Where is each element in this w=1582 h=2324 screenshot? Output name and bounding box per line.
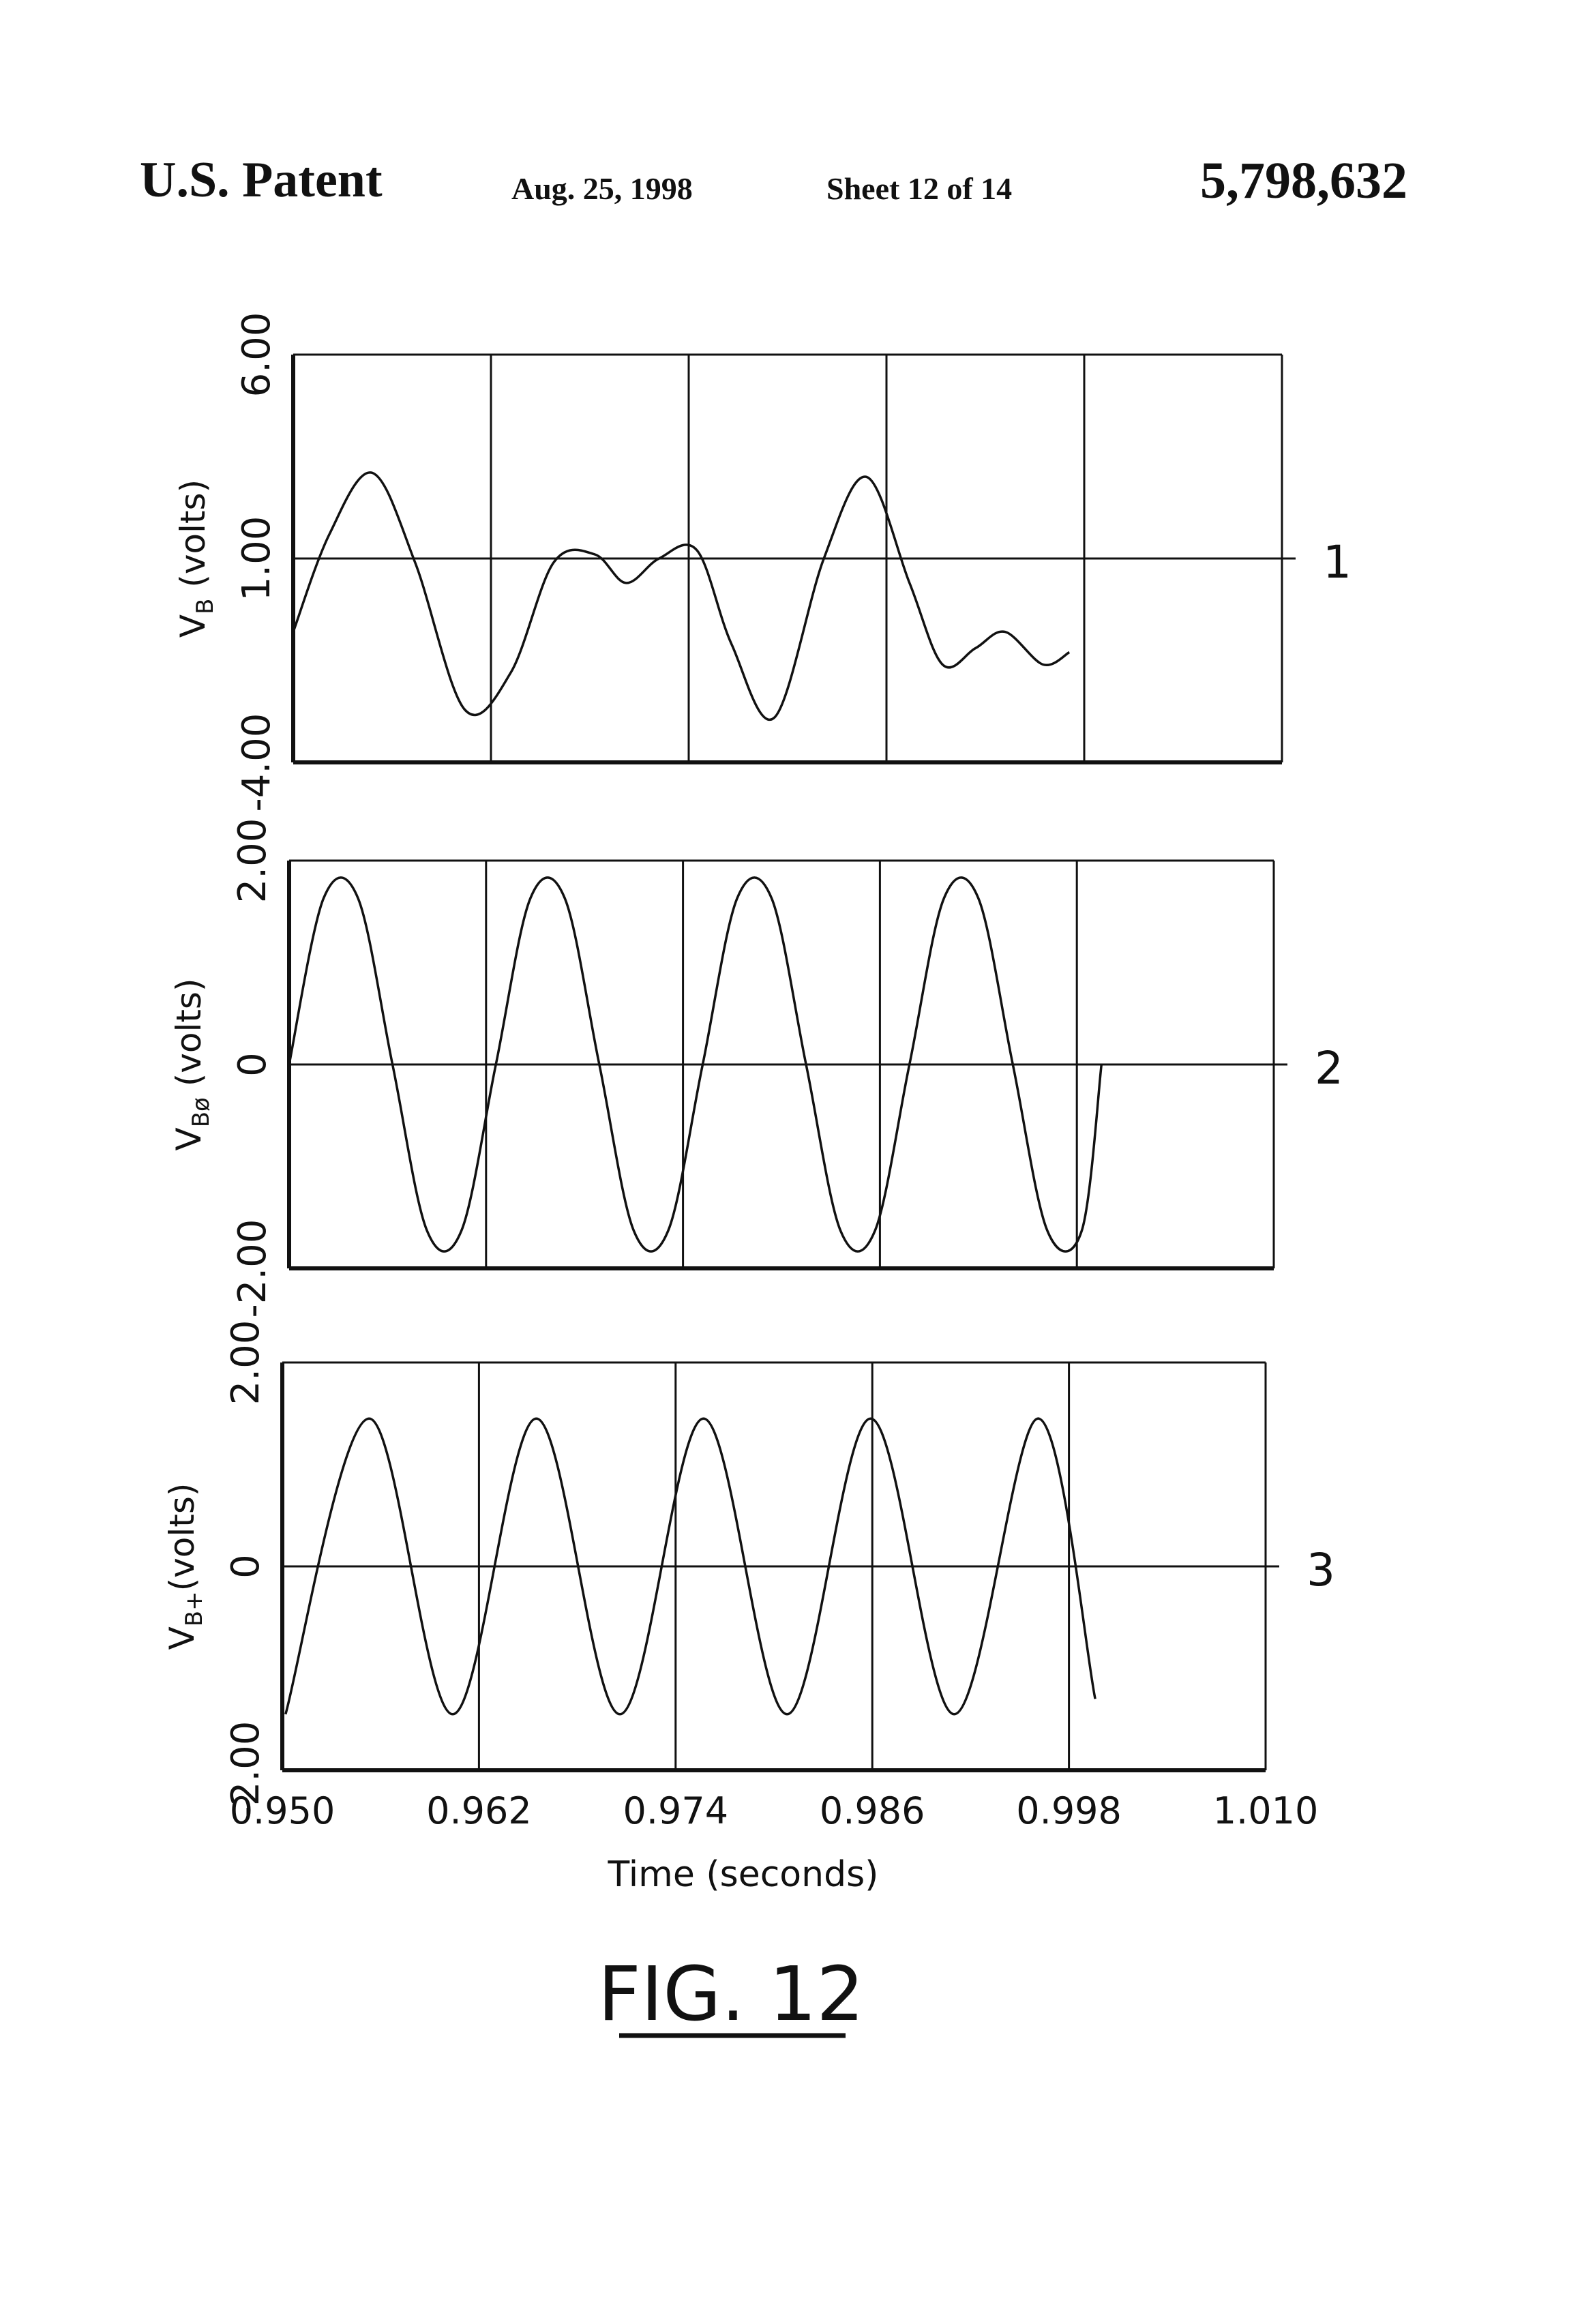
panel-number: 3 [1307,1544,1335,1596]
x-tick-label: 0.962 [426,1789,532,1832]
y-tick-label: -2.00 [230,1219,275,1318]
chart-panel-3: -2.0002.00VB+(volts)30.9500.9620.9740.98… [162,1320,1335,1895]
x-axis-label: Time (seconds) [608,1854,879,1895]
y-axis-label: VBø (volts) [169,979,215,1151]
y-tick-label: 2.00 [230,818,275,904]
figure-caption: FIG. 12 [598,1950,865,2038]
y-tick-label: 0 [230,1052,275,1077]
y-axis-label: VB+(volts) [162,1483,208,1650]
y-tick-label: 2.00 [224,1320,268,1405]
y-axis-label: VB (volts) [173,479,219,638]
x-tick-label: 0.950 [230,1789,335,1832]
chart-panel-2: -2.00 0 2.00 VBø (volts) 2 [169,818,1343,1318]
y-tick-label: 6.00 [235,312,279,398]
x-tick-label: 0.974 [623,1789,729,1832]
x-tick-label: 0.998 [1016,1789,1122,1832]
panel-number: 1 [1323,536,1352,589]
y-tick-label: -4.00 [235,713,279,812]
y-tick-label: 0 [224,1554,268,1579]
series-line [293,473,1069,720]
x-tick-label: 1.010 [1213,1789,1319,1832]
panel-number: 2 [1315,1042,1343,1094]
chart-panel-1: -4.00 1.00 6.00 VB (volts) 1 [173,312,1352,812]
y-tick-label: 1.00 [235,516,279,601]
x-tick-label: 0.986 [820,1789,925,1832]
